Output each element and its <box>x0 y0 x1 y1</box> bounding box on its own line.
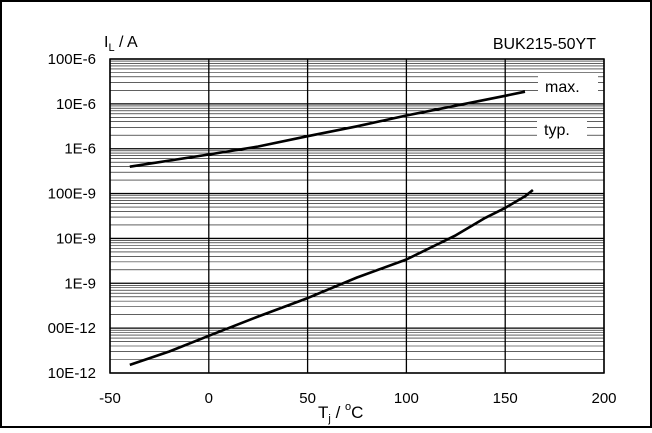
x-tick-label: 150 <box>493 390 518 407</box>
legend-typ-bg <box>537 119 587 139</box>
y-tick-label: 100E-9 <box>48 186 96 203</box>
x-axis-label-mid: / <box>331 403 345 422</box>
x-axis-label-main: T <box>318 403 328 422</box>
plot-border <box>109 58 605 374</box>
y-tick-label: 10E-12 <box>48 365 96 382</box>
x-axis-label-sup: o <box>345 401 351 413</box>
y-axis-label-sub: L <box>108 42 114 54</box>
series-line-max <box>129 90 526 168</box>
x-tick-label: 100 <box>394 390 419 407</box>
series-line-typ <box>129 188 534 367</box>
y-tick-label: 1E-9 <box>64 275 96 292</box>
y-tick-label: 100E-6 <box>48 51 96 68</box>
y-axis-label-main: I <box>104 34 108 51</box>
y-tick-label: 10E-9 <box>56 230 96 247</box>
minor-grid <box>110 60 604 360</box>
x-axis-label: Tj / oC <box>318 401 363 425</box>
legend-typ-label: typ. <box>544 122 570 139</box>
x-tick-label: -50 <box>99 390 121 407</box>
legend-max-label: max. <box>545 79 580 96</box>
x-axis-label-unit: C <box>351 403 363 422</box>
x-tick-label: 50 <box>299 390 316 407</box>
x-tick-labels: -50 0 50 100 150 200 <box>99 390 616 407</box>
y-axis-label-unit: / A <box>115 34 138 51</box>
x-tick-label: 200 <box>591 390 616 407</box>
series-lines <box>129 90 534 367</box>
y-axis-label: IL / A <box>104 34 138 54</box>
x-axis-label-sub: j <box>327 413 330 425</box>
legend-max-bg <box>538 75 598 95</box>
y-tick-label: 00E-12 <box>48 320 96 337</box>
chart-title: BUK215-50YT <box>493 36 596 53</box>
x-tick-label: 0 <box>205 390 213 407</box>
y-tick-label: 1E-6 <box>64 141 96 158</box>
y-tick-labels: 100E-6 10E-6 1E-6 100E-9 10E-9 1E-9 00E-12 10E-… <box>48 51 96 382</box>
y-tick-label: 10E-6 <box>56 96 96 113</box>
